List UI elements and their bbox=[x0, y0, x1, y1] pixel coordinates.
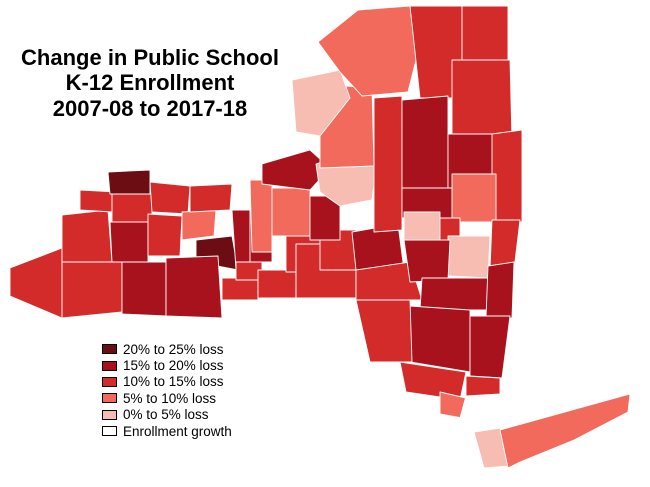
legend-label: Enrollment growth bbox=[123, 423, 232, 439]
legend-label: 10% to 15% loss bbox=[123, 374, 224, 390]
map-title-line-2: K-12 Enrollment bbox=[65, 70, 235, 95]
county-livingston bbox=[147, 213, 183, 257]
legend-swatch bbox=[102, 344, 117, 355]
county-dutchess bbox=[469, 315, 511, 379]
county-erie bbox=[61, 209, 113, 263]
county-herkimer bbox=[373, 95, 403, 233]
county-essex bbox=[451, 59, 513, 141]
legend-swatch bbox=[102, 393, 117, 404]
county-genesee bbox=[111, 193, 153, 223]
county-cattaraugus bbox=[61, 261, 123, 319]
county-montgomery bbox=[403, 211, 441, 241]
county-albany bbox=[447, 235, 491, 279]
county-chautauqua bbox=[9, 247, 63, 319]
map-title-line-1: Change in Public School bbox=[21, 45, 279, 70]
legend-label: 20% to 25% loss bbox=[123, 341, 224, 357]
legend-label: 15% to 20% loss bbox=[123, 358, 224, 374]
legend-item: 15% to 20% loss bbox=[102, 357, 232, 373]
legend-item: 5% to 10% loss bbox=[102, 390, 232, 406]
county-monroe bbox=[149, 181, 191, 215]
county-hamilton bbox=[401, 95, 449, 193]
county-tioga bbox=[257, 269, 297, 299]
county-wayne bbox=[189, 183, 233, 213]
legend-swatch bbox=[102, 376, 117, 387]
legend-item: 10% to 15% loss bbox=[102, 374, 232, 390]
county-wyoming bbox=[109, 221, 149, 263]
county-onondaga bbox=[271, 187, 311, 237]
county-rensselaer bbox=[489, 219, 521, 271]
county-jefferson bbox=[291, 69, 351, 137]
county-washington bbox=[491, 129, 523, 223]
county-cayuga bbox=[249, 179, 273, 253]
county-ontario bbox=[181, 209, 217, 241]
legend-swatch bbox=[102, 409, 117, 420]
map-legend: 20% to 25% loss 15% to 20% loss 10% to 1… bbox=[102, 341, 232, 439]
county-ulster bbox=[409, 305, 471, 373]
legend-swatch bbox=[102, 426, 117, 437]
legend-swatch bbox=[102, 360, 117, 371]
county-steuben bbox=[165, 255, 223, 319]
legend-item: 20% to 25% loss bbox=[102, 341, 232, 357]
county-greene bbox=[419, 277, 491, 311]
map-title-line-3: 2007-08 to 2017-18 bbox=[52, 96, 248, 121]
legend-item: Enrollment growth bbox=[102, 423, 232, 439]
county-schoharie bbox=[403, 239, 451, 283]
legend-label: 5% to 10% loss bbox=[123, 390, 217, 406]
legend-item: 0% to 5% loss bbox=[102, 407, 232, 423]
county-chemung bbox=[221, 277, 259, 301]
county-putnam bbox=[465, 375, 501, 397]
county-saratoga bbox=[451, 173, 497, 223]
county-orleans bbox=[107, 169, 151, 195]
county-clinton bbox=[461, 5, 509, 61]
county-allegany bbox=[121, 261, 167, 317]
county-suffolk bbox=[499, 393, 631, 469]
legend-label: 0% to 5% loss bbox=[123, 407, 209, 423]
county-sullivan bbox=[355, 299, 413, 363]
county-columbia bbox=[485, 261, 515, 319]
county-st-lawrence bbox=[317, 5, 421, 97]
